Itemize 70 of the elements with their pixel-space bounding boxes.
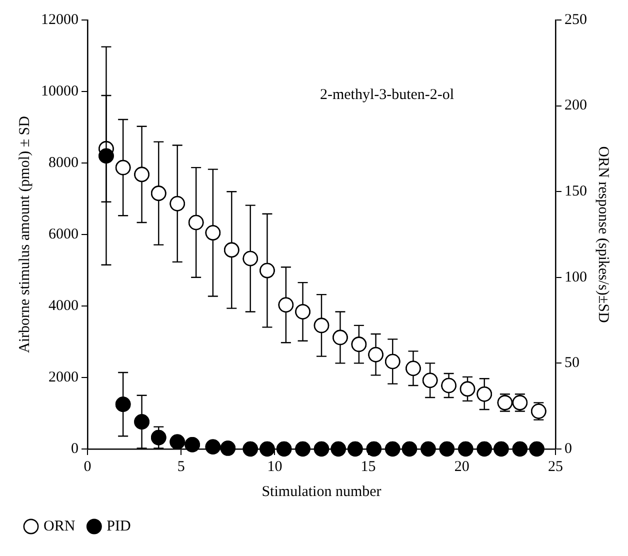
point	[402, 441, 418, 457]
point	[529, 441, 544, 457]
point	[295, 304, 310, 320]
x-tick-label: 0	[84, 458, 92, 475]
point	[188, 214, 204, 230]
point	[170, 196, 186, 212]
y-tick-label: 10000	[41, 83, 78, 100]
point	[476, 386, 492, 402]
point	[458, 441, 474, 457]
point	[260, 441, 275, 457]
point	[295, 441, 310, 457]
y2-tick-label: 0	[564, 440, 572, 457]
y-tick-label: 6000	[48, 226, 78, 242]
point	[242, 250, 258, 266]
point	[406, 360, 421, 376]
y-axis-title: Airborne stimulus amount (pmol) ± SD	[16, 116, 33, 353]
y2-tick-label: 250	[564, 12, 587, 28]
point	[494, 441, 509, 457]
annotation: 2-methyl-3-buten-2-ol	[320, 86, 454, 103]
point	[351, 336, 367, 352]
point	[276, 441, 292, 457]
point	[314, 441, 330, 457]
point	[439, 441, 455, 457]
point	[150, 430, 166, 446]
point	[422, 372, 438, 388]
point	[134, 414, 150, 430]
point	[205, 439, 221, 455]
x-axis-title: Stimulation number	[262, 484, 382, 500]
point	[348, 441, 363, 457]
y2-tick-label: 150	[564, 184, 587, 200]
point	[220, 440, 236, 456]
point	[242, 441, 258, 457]
x-tick-label: 10	[267, 458, 282, 475]
x-tick-label: 20	[454, 458, 470, 475]
point	[224, 242, 240, 258]
y2-tick-label: 100	[564, 269, 587, 286]
y2-axis-title: ORN response (spikes/s)±SD	[595, 146, 612, 323]
point	[98, 148, 114, 164]
y-tick-label: 4000	[48, 298, 78, 314]
point	[150, 186, 166, 201]
point	[278, 297, 294, 313]
point	[512, 441, 528, 457]
y-tick-label: 0	[71, 440, 78, 457]
point	[314, 318, 330, 334]
y-tick-label: 2000	[48, 369, 78, 386]
x-tick-label: 5	[177, 458, 185, 475]
point	[115, 160, 131, 176]
legend-label: PID	[106, 518, 132, 534]
point	[366, 441, 382, 457]
legend-label: ORN	[44, 518, 76, 534]
point	[330, 441, 346, 457]
y2-tick-label: 200	[564, 98, 587, 114]
point	[476, 441, 492, 457]
point	[384, 354, 400, 370]
point	[368, 346, 384, 362]
point	[441, 378, 456, 394]
point	[115, 396, 131, 412]
y-tick-label: 8000	[48, 154, 78, 171]
point	[384, 441, 400, 457]
point	[420, 441, 436, 457]
point	[134, 166, 150, 182]
point	[332, 330, 348, 346]
y2-tick-label: 50	[564, 355, 580, 372]
x-tick-label: 25	[548, 458, 563, 475]
point	[205, 225, 221, 240]
point	[260, 262, 275, 278]
x-tick-label: 15	[360, 458, 376, 475]
y-tick-label: 12000	[41, 12, 78, 28]
point	[184, 437, 200, 452]
point	[460, 381, 476, 397]
